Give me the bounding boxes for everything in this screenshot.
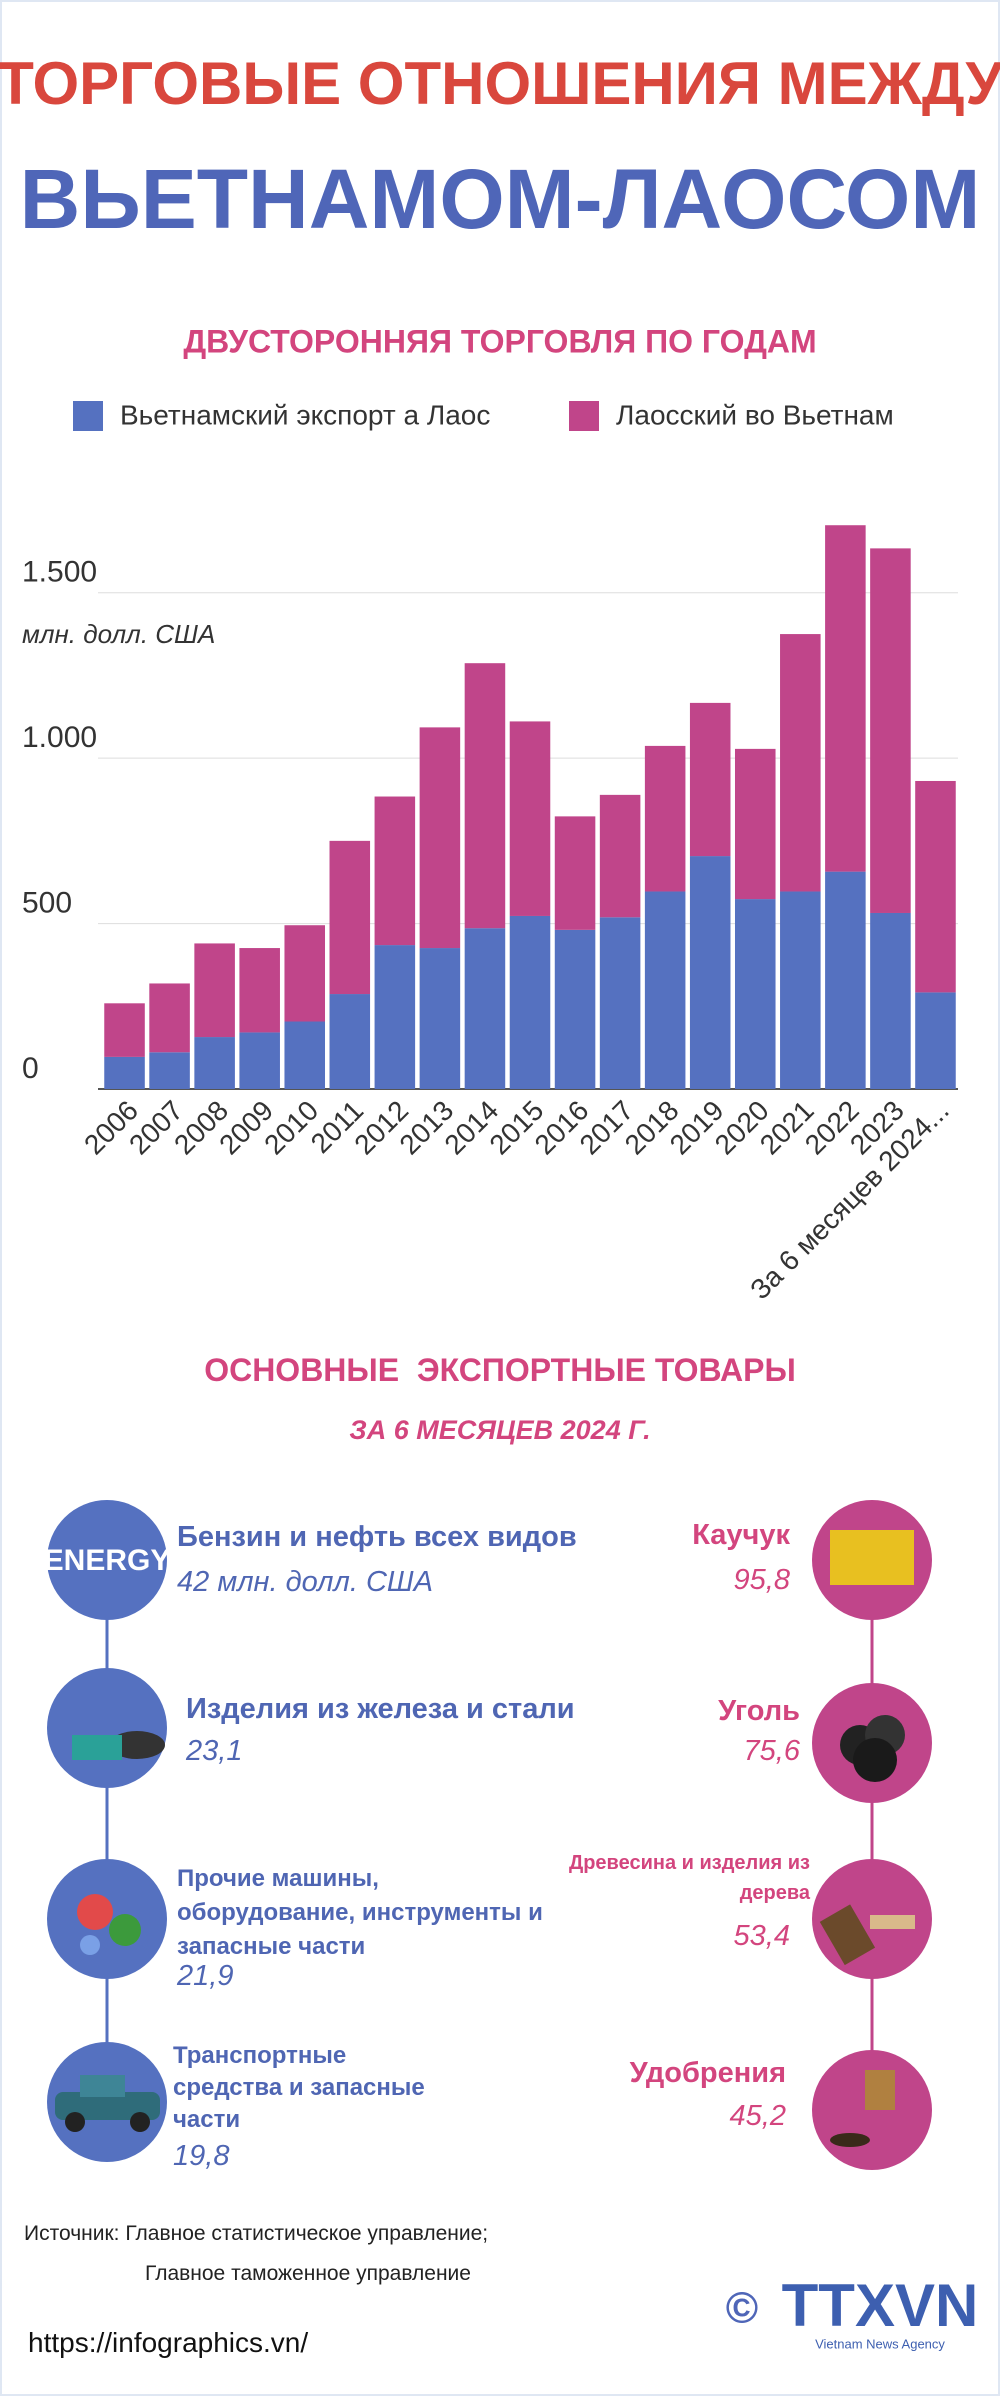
bar: [554, 816, 596, 930]
bar: [780, 891, 821, 1089]
bar: [825, 525, 866, 872]
products-title: ОСНОВНЫЕ ЭКСПОРТНЫЕ ТОВАРЫ: [204, 1352, 796, 1388]
url: https://infographics.vn/: [28, 2327, 309, 2358]
bar: [419, 727, 461, 949]
products-subtitle: ЗА 6 МЕСЯЦЕВ 2024 Г.: [349, 1415, 651, 1445]
product-name: Древесина и изделия из дерева: [568, 1852, 810, 1904]
product-value: 53,4: [733, 1920, 790, 1952]
product-name: Бензин и нефть всех видов: [177, 1521, 577, 1553]
bar: [689, 702, 731, 857]
bar: [780, 634, 821, 892]
chart-title: ДВУСТОРОННЯЯ ТОРГОВЛЯ ПО ГОДАМ: [183, 323, 816, 359]
product-value: 95,8: [733, 1564, 790, 1596]
right-icons: [812, 1500, 932, 2170]
legend-label: Вьетнамский экспорт а Лаос: [120, 399, 490, 430]
bar: [149, 1052, 190, 1089]
bar: [734, 748, 776, 900]
bar: [509, 721, 551, 916]
bar: [644, 745, 686, 892]
copyright: ©: [726, 2284, 758, 2333]
bar: [194, 943, 235, 1038]
product-name: Удобрения: [629, 2057, 786, 2089]
bar: [870, 548, 911, 913]
bar: [644, 891, 686, 1089]
product-value: 23,1: [186, 1735, 243, 1767]
product-value: 42 млн. долл. США: [177, 1566, 433, 1598]
bar: [239, 1032, 280, 1089]
svg-text:ENERGY: ENERGY: [44, 1544, 171, 1577]
product-name: Изделия из железа и стали: [186, 1693, 575, 1725]
bar: [104, 1056, 145, 1089]
bar: [149, 983, 190, 1053]
bar: [284, 925, 326, 1022]
y-tick-label: 1.500: [22, 556, 97, 589]
bar: [284, 1021, 326, 1089]
bar: [329, 994, 371, 1089]
title-line1: ТОРГОВЫЕ ОТНОШЕНИЯ МЕЖДУ: [0, 50, 1000, 117]
logo: TTXVN: [782, 2272, 979, 2339]
product-value: 21,9: [177, 1960, 234, 1992]
product-value: 75,6: [743, 1735, 800, 1767]
y-tick-label: 0: [22, 1052, 39, 1085]
bar: [689, 856, 731, 1089]
source: Главное таможенное управление: [145, 2262, 471, 2285]
title-line2: ВЬЕТНАМОМ-ЛАОСОМ: [20, 152, 981, 246]
left-icons: ENERGY: [44, 1500, 171, 2162]
bar: [194, 1037, 235, 1089]
product-name: Каучук: [692, 1519, 790, 1551]
y-axis-label: млн. долл. США: [22, 619, 215, 649]
product-name: Уголь: [718, 1695, 800, 1727]
bar: [554, 929, 596, 1089]
legend-swatch: [73, 401, 103, 431]
product-value: 45,2: [729, 2100, 786, 2132]
bar: [464, 928, 506, 1089]
product-value: 19,8: [173, 2140, 230, 2172]
bar: [239, 948, 280, 1033]
product-name: Транспортные средства и запасные части: [173, 2042, 425, 2133]
bar: [329, 840, 371, 995]
bar: [599, 794, 641, 918]
bar: [825, 871, 866, 1089]
product-name: Прочие машины, оборудование, инструменты…: [177, 1865, 543, 1960]
legend-label: Лаосский во Вьетнам: [616, 399, 894, 430]
y-tick-label: 500: [22, 886, 72, 919]
bar: [104, 1003, 145, 1057]
bar: [870, 912, 911, 1089]
source: Источник: Главное статистическое управле…: [24, 2222, 489, 2245]
y-tick-label: 1.000: [22, 721, 97, 754]
bar: [374, 945, 416, 1089]
agency: Vietnam News Agency: [815, 2336, 945, 2351]
bar: [464, 663, 506, 929]
bar: [915, 992, 956, 1089]
bar: [374, 796, 416, 946]
bar: [599, 917, 641, 1089]
bar: [419, 948, 461, 1089]
legend-swatch: [569, 401, 599, 431]
bar: [509, 915, 551, 1089]
bar: [734, 899, 776, 1089]
bar: [915, 780, 956, 993]
